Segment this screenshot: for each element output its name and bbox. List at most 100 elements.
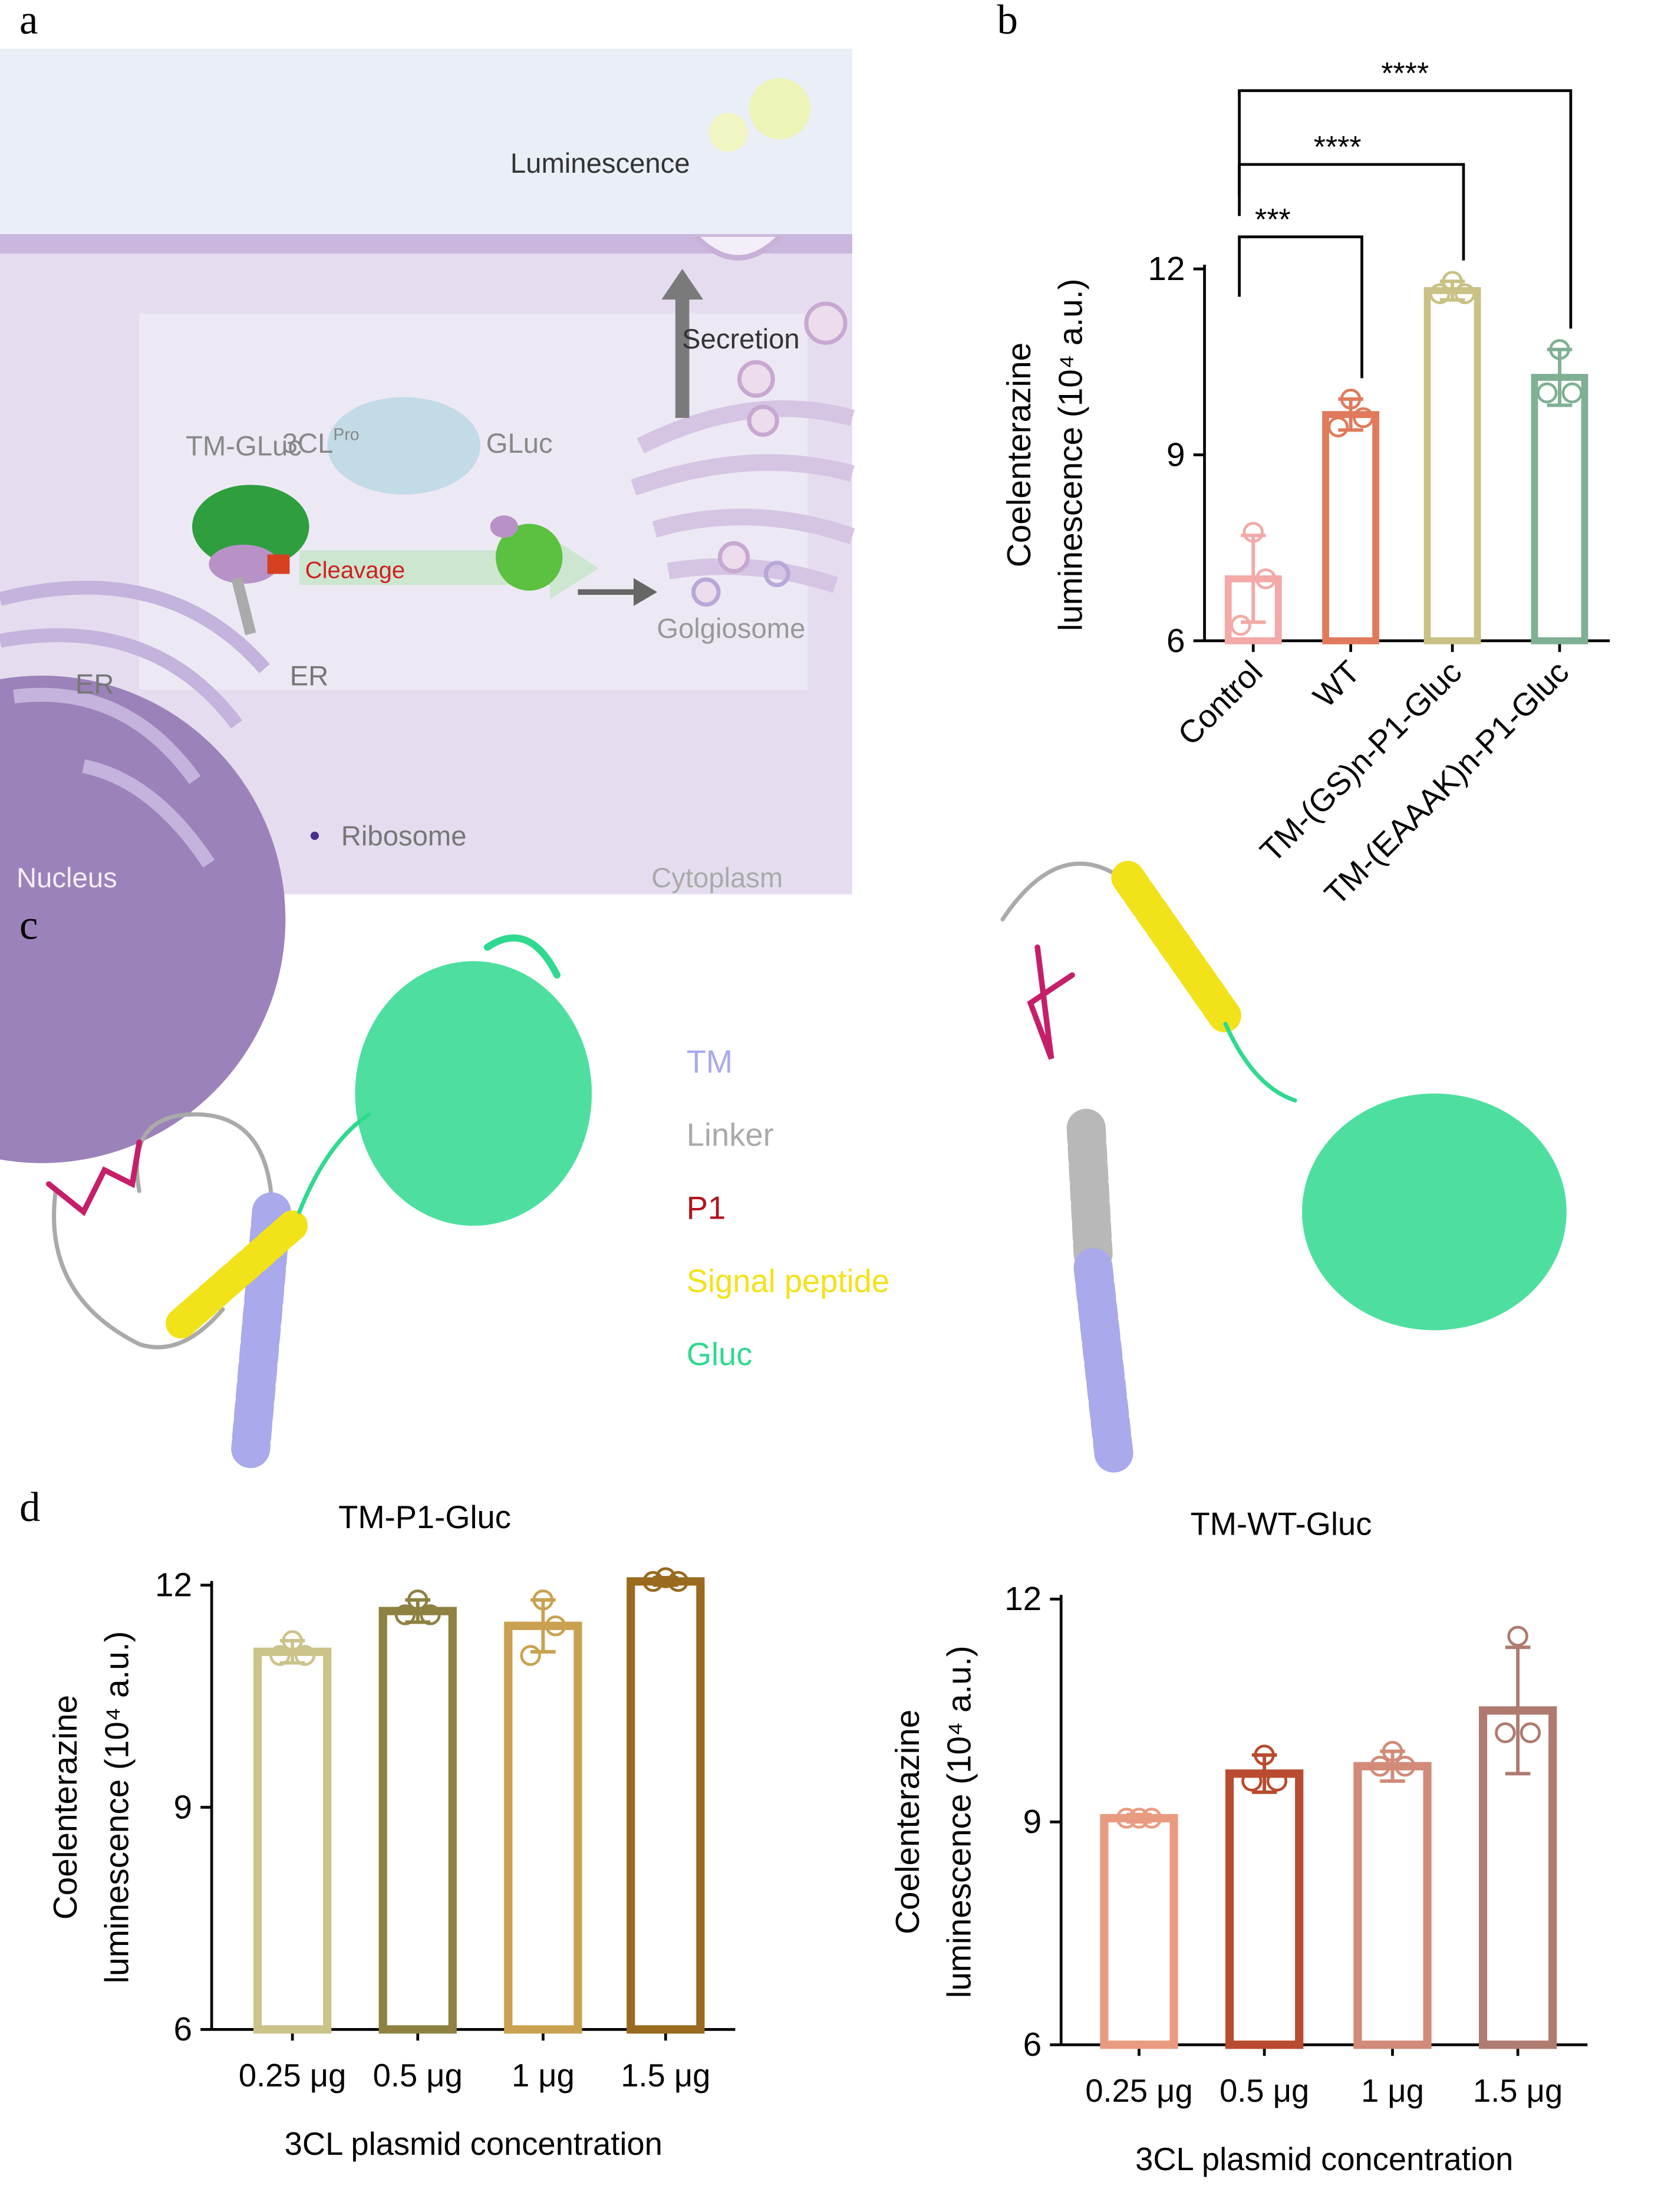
arrow xyxy=(578,578,658,606)
diagram-a: Luminescence Secretion 3CLPro TM-GLuc GL… xyxy=(0,48,855,1163)
data-point xyxy=(394,1604,416,1625)
data-point xyxy=(1128,1808,1150,1829)
y-tick-label: 9 xyxy=(173,1789,192,1826)
significance-label: **** xyxy=(1314,130,1362,164)
x-tick-label: 1.5 μg xyxy=(621,2058,710,2094)
x-tick-label: 1 μg xyxy=(512,2058,575,2094)
data-point xyxy=(294,1645,316,1666)
er xyxy=(0,580,270,868)
legend: TM Linker P1 Signal peptide Gluc xyxy=(687,1044,889,1372)
data-point xyxy=(282,1630,303,1651)
data-point xyxy=(520,1645,541,1666)
data-point xyxy=(655,1567,676,1588)
bar xyxy=(1423,287,1481,644)
diagram-c xyxy=(45,861,1567,1476)
y-tick-label: 9 xyxy=(1166,436,1185,473)
tm-gluc xyxy=(192,485,309,569)
data-point xyxy=(1255,568,1277,590)
y-axis-label: Coelenterazine xyxy=(47,1695,84,1920)
x-tick-label: 0.5 μg xyxy=(373,2058,463,2094)
data-point xyxy=(1520,1722,1541,1743)
gluc-domain xyxy=(355,961,592,1226)
ribosome-dot xyxy=(310,831,319,840)
panel-label: b xyxy=(997,0,1018,43)
glow xyxy=(708,113,748,152)
data-point xyxy=(1327,416,1349,437)
data-point xyxy=(1442,271,1463,292)
vesicle xyxy=(717,541,750,574)
nucleus xyxy=(0,676,286,1163)
data-point xyxy=(1141,1808,1162,1829)
secretion-arrow xyxy=(661,269,704,418)
bar xyxy=(253,1647,332,2034)
label: Secretion xyxy=(682,324,800,355)
x-tick-label: 0.25 μg xyxy=(239,2058,346,2094)
data-point xyxy=(1230,614,1251,636)
vesicle xyxy=(747,404,779,437)
data-point xyxy=(1340,389,1362,410)
x-axis-label: 3CL plasmid concentration xyxy=(1135,2141,1513,2177)
bar xyxy=(1100,1813,1178,2049)
data-point xyxy=(1353,407,1374,429)
bar xyxy=(378,1607,457,2034)
extracellular xyxy=(0,48,852,237)
glow xyxy=(749,78,810,140)
legend-entry: Signal peptide xyxy=(687,1263,889,1299)
gluc-loop xyxy=(483,934,561,979)
label: TM-GLuc xyxy=(186,431,302,462)
label: 3CL xyxy=(282,428,334,459)
panel-label: c xyxy=(19,903,38,949)
legend-entry: Gluc xyxy=(687,1336,753,1372)
y-tick-label: 6 xyxy=(1023,2026,1042,2063)
label: 3CLPro xyxy=(282,426,360,459)
tm-helix xyxy=(1073,1247,1134,1476)
p1-sticks xyxy=(1027,944,1075,1060)
y-tick-label: 12 xyxy=(1004,1581,1042,1618)
x-tick-label: 0.25 μg xyxy=(1085,2073,1192,2109)
legend-entry: Linker xyxy=(687,1117,774,1153)
gluc-domain xyxy=(1301,1093,1567,1331)
x-tick-label: 1 μg xyxy=(1361,2073,1424,2109)
tm-gluc xyxy=(267,554,290,574)
y-axis-label: luminescence (10⁴ a.u.) xyxy=(941,1645,978,1998)
data-point xyxy=(1429,283,1451,304)
y-tick-label: 6 xyxy=(173,2011,192,2048)
y-axis-label: Coelenterazine xyxy=(889,1710,927,1934)
legend-entry: P1 xyxy=(687,1190,726,1226)
protease xyxy=(327,397,481,495)
error-bar xyxy=(1505,1645,1531,1776)
y-tick-label: 12 xyxy=(155,1567,192,1604)
data-point xyxy=(545,1615,566,1637)
p1-sticks xyxy=(45,1139,142,1216)
gluc-loop xyxy=(1223,1022,1297,1103)
signal-helix xyxy=(166,1210,308,1339)
label: Cytoplasm xyxy=(651,863,783,894)
y-tick-label: 6 xyxy=(1166,623,1185,660)
bar xyxy=(1322,411,1380,644)
label: Nucleus xyxy=(17,863,117,894)
data-point xyxy=(1395,1756,1416,1777)
y-axis-label: Coelenterazine xyxy=(1001,343,1038,567)
label: Ribosome xyxy=(341,821,467,852)
vesicle xyxy=(763,561,790,587)
data-point xyxy=(642,1571,664,1592)
gluc xyxy=(490,515,518,538)
panel-label: a xyxy=(19,0,38,43)
data-point xyxy=(1454,283,1476,304)
label: ER xyxy=(290,661,329,692)
vesicle xyxy=(691,577,721,607)
significance-bracket xyxy=(1238,235,1363,378)
data-point xyxy=(407,1589,429,1611)
bar xyxy=(1353,1762,1432,2049)
bar xyxy=(1225,1769,1304,2049)
data-point xyxy=(667,1571,689,1592)
data-point xyxy=(269,1645,291,1666)
data-point xyxy=(1382,1740,1403,1762)
chart-title: TM-P1-Gluc xyxy=(338,1499,511,1535)
data-point xyxy=(420,1604,441,1625)
chart-title: TM-WT-Gluc xyxy=(1191,1506,1372,1542)
legend-entry: TM xyxy=(687,1044,733,1079)
linker xyxy=(1000,861,1123,921)
data-point xyxy=(1116,1808,1137,1829)
